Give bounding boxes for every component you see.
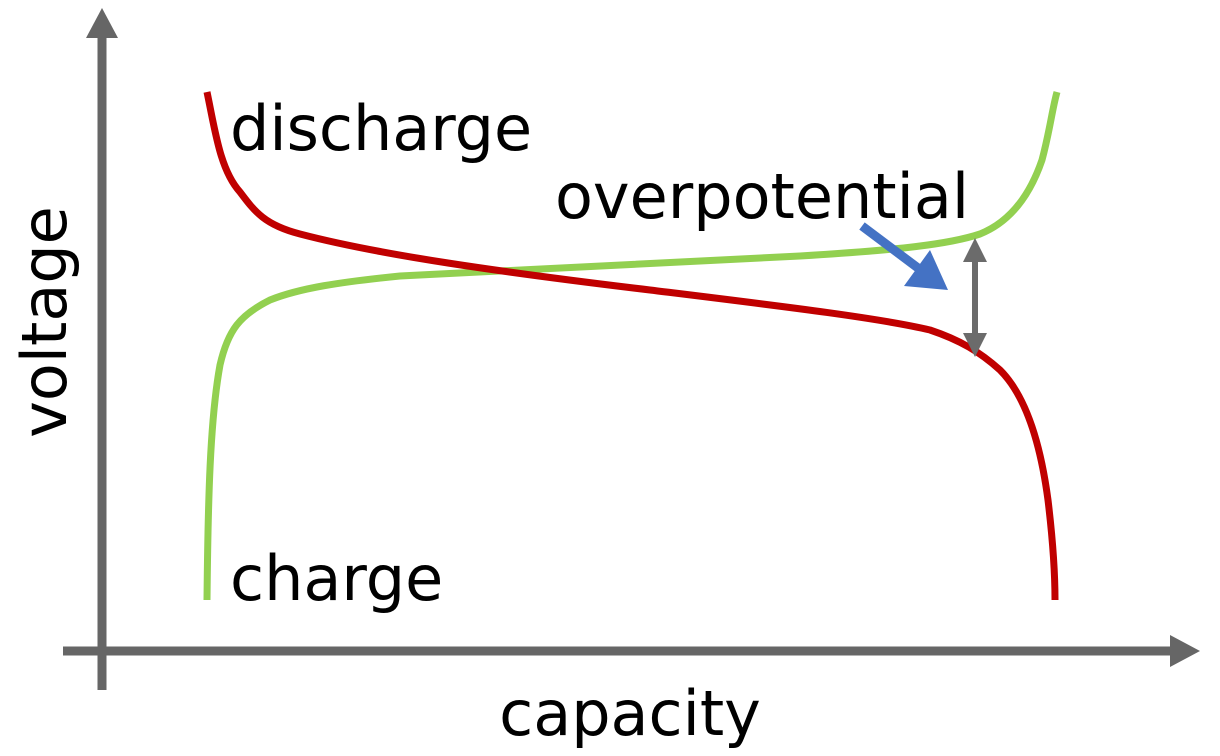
charge-curve [203,91,1061,601]
discharge-curve [203,91,1059,601]
x-axis-label: capacity [499,677,761,750]
y-axis-arrow [86,8,118,38]
charge-label: charge [230,542,443,615]
pointer-arrow-head [904,250,948,290]
overpotential-label: overpotential [555,160,969,233]
pointer-arrow [859,222,921,272]
discharge-label: discharge [230,92,532,165]
x-axis-arrow [1170,635,1200,667]
y-axis-label: voltage [8,206,81,438]
